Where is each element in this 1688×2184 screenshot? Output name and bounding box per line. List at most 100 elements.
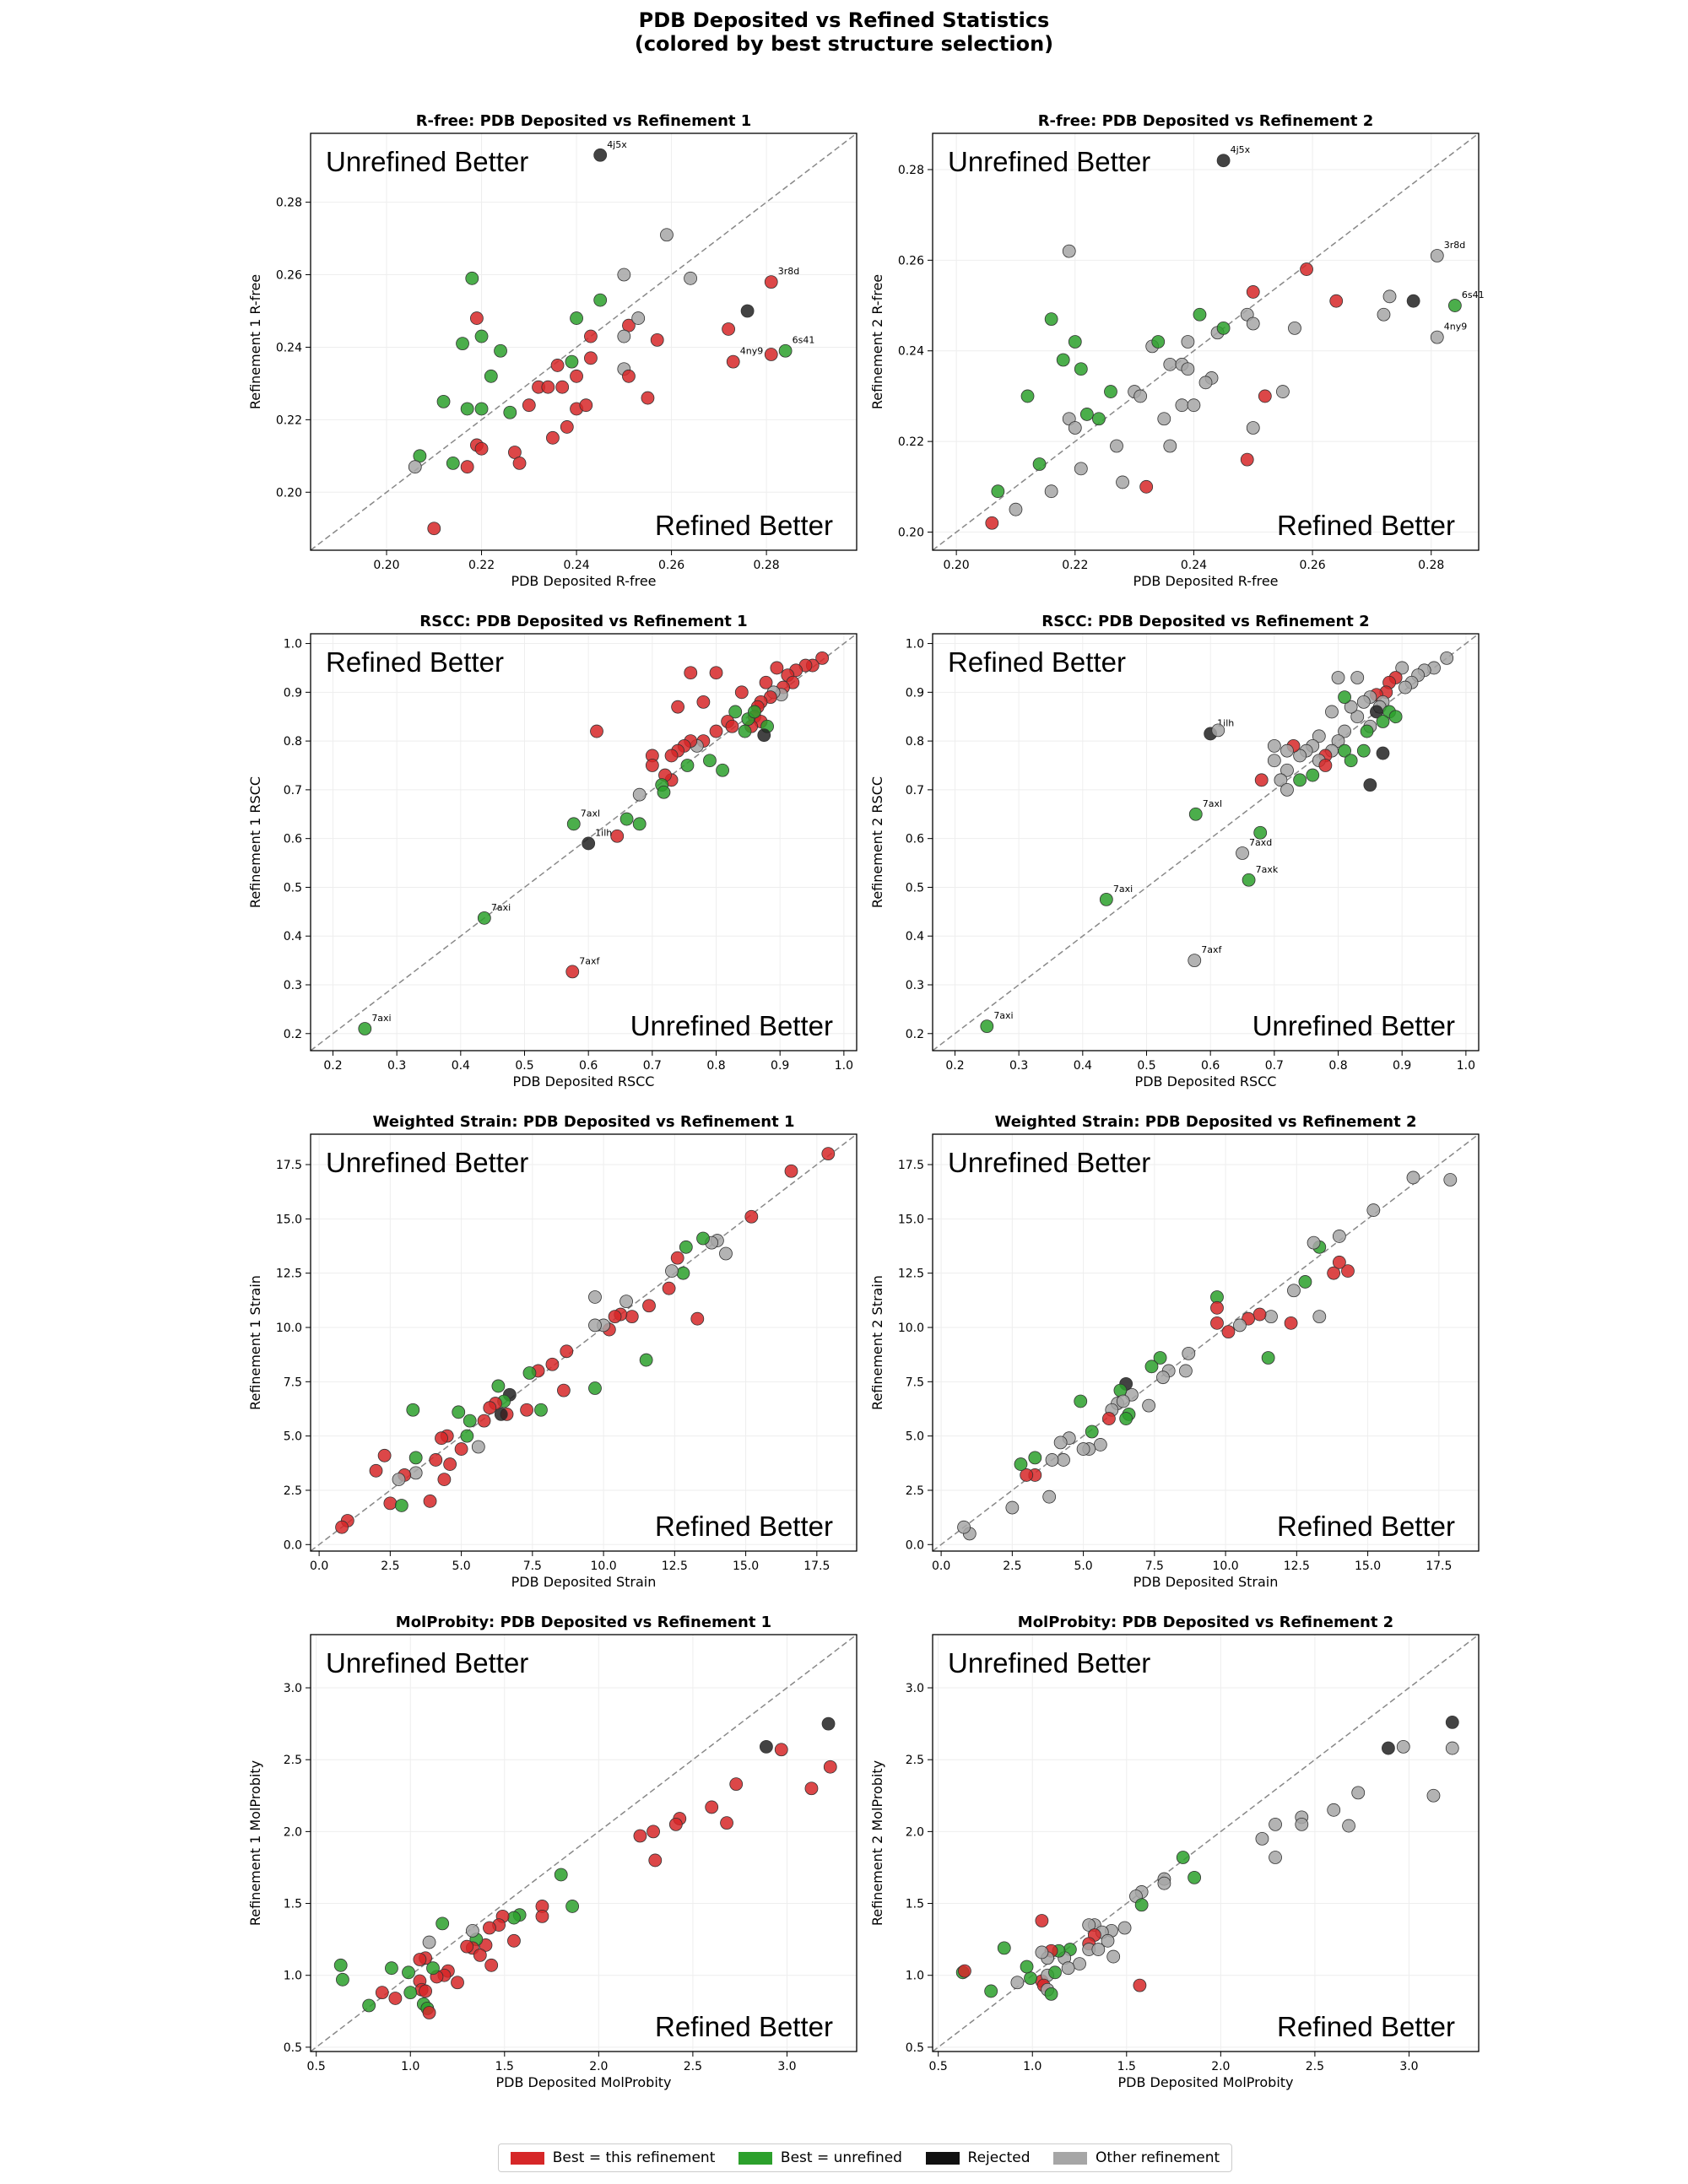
y-tick-label: 0.6: [906, 833, 924, 846]
data-point: [1074, 1394, 1088, 1408]
data-point: [784, 1164, 798, 1178]
data-point: [588, 1290, 602, 1304]
point-label: 7axi: [491, 902, 511, 913]
data-point: [443, 1457, 457, 1471]
data-point: [554, 1868, 568, 1882]
x-tick-label: 2.5: [684, 2060, 702, 2073]
data-point: [402, 1965, 415, 1980]
data-point: [1300, 262, 1313, 276]
legend-swatch-red: [510, 2151, 544, 2165]
x-axis-label: PDB Deposited Strain: [511, 1574, 657, 1590]
point-label: 4ny9: [1444, 322, 1467, 332]
x-tick-label: 1.0: [401, 2060, 419, 2073]
y-axis-label: Refinement 2 RSCC: [869, 776, 885, 908]
data-point: [491, 1379, 506, 1393]
data-point: [1396, 1739, 1410, 1754]
data-point: [429, 1453, 443, 1467]
figure-legend: Best = this refinement Best = unrefined …: [498, 2143, 1232, 2172]
data-point: [403, 1986, 418, 2000]
x-tick-label: 0.4: [452, 1059, 470, 1073]
corner-annotation-upper: Unrefined Better: [326, 1147, 528, 1178]
x-tick-label: 7.5: [523, 1560, 542, 1573]
y-tick-label: 0.4: [284, 930, 302, 943]
x-tick-label: 1.0: [835, 1059, 853, 1073]
data-point: [1280, 743, 1294, 758]
data-point: [1430, 249, 1444, 262]
data-point: [333, 1958, 348, 1972]
x-tick-label: 0.3: [387, 1059, 406, 1073]
data-point: [703, 754, 717, 768]
data-point: [957, 1520, 971, 1534]
x-tick-label: 2.5: [1003, 1560, 1021, 1573]
data-point: [815, 651, 830, 665]
y-tick-label: 7.5: [284, 1376, 302, 1389]
axes-frame: [932, 132, 1480, 551]
x-tick-label: 0.26: [658, 559, 684, 572]
data-point: [1133, 1978, 1147, 1992]
data-point: [1156, 1370, 1170, 1385]
data-point: [1443, 1173, 1458, 1187]
x-tick-label: 0.22: [1062, 559, 1088, 572]
data-point: [1068, 421, 1082, 435]
data-point: [1287, 1284, 1301, 1298]
data-point: [1426, 1788, 1441, 1803]
data-point: [1344, 754, 1358, 768]
corner-annotation-upper: Refined Better: [948, 646, 1126, 678]
data-point: [1246, 421, 1260, 435]
data-point: [1342, 1819, 1355, 1833]
axes-frame: [310, 1133, 858, 1552]
panel-title: R-free: PDB Deposited vs Refinement 2: [1038, 112, 1374, 130]
data-point: [494, 1408, 508, 1421]
panel-title: RSCC: PDB Deposited vs Refinement 2: [1041, 613, 1369, 630]
data-point: [1099, 892, 1113, 906]
data-point: [748, 705, 761, 719]
x-tick-label: 0.20: [373, 559, 399, 572]
data-point: [1188, 1870, 1202, 1884]
data-point: [1151, 335, 1166, 349]
x-tick-label: 17.5: [803, 1560, 830, 1573]
corner-annotation-lower: Refined Better: [655, 2011, 833, 2042]
data-point: [1119, 1412, 1133, 1425]
data-point: [1377, 307, 1391, 322]
y-tick-label: 5.0: [284, 1430, 302, 1444]
data-point: [1044, 1987, 1058, 2001]
data-point: [1246, 285, 1260, 299]
data-point: [625, 1310, 639, 1324]
x-tick-label: 12.5: [662, 1560, 688, 1573]
point-label: 7axd: [1249, 837, 1272, 848]
data-point: [1363, 778, 1377, 792]
identity-line: [933, 1635, 1479, 2052]
data-point: [823, 1760, 837, 1774]
y-tick-label: 0.20: [276, 486, 302, 500]
x-axis-label: PDB Deposited RSCC: [513, 1073, 655, 1089]
data-point: [770, 661, 784, 675]
legend-label: Rejected: [967, 2149, 1031, 2166]
x-tick-label: 0.3: [1009, 1059, 1028, 1073]
data-point: [535, 1909, 549, 1923]
data-point: [671, 700, 685, 714]
data-point: [1179, 1364, 1193, 1378]
data-point: [507, 1933, 521, 1948]
data-point: [1288, 321, 1301, 335]
data-point: [1091, 1943, 1106, 1956]
x-tick-label: 0.8: [706, 1059, 725, 1073]
data-point: [709, 666, 723, 680]
y-tick-label: 1.0: [284, 1970, 302, 1983]
data-point: [709, 724, 723, 738]
data-point: [657, 785, 671, 799]
data-point: [454, 1442, 468, 1456]
data-point: [1376, 715, 1390, 728]
data-point: [1293, 773, 1307, 787]
data-point: [1295, 1817, 1309, 1831]
data-point: [520, 1403, 534, 1417]
x-tick-label: 10.0: [1213, 1560, 1239, 1573]
data-point: [566, 817, 581, 831]
y-tick-label: 0.28: [276, 197, 302, 210]
legend-swatch-green: [738, 2151, 772, 2165]
data-point: [1360, 724, 1374, 738]
data-point: [1445, 1741, 1459, 1755]
x-tick-label: 12.5: [1284, 1560, 1310, 1573]
legend-swatch-black: [925, 2151, 960, 2165]
data-point: [436, 1916, 450, 1931]
data-point: [388, 1992, 403, 2005]
